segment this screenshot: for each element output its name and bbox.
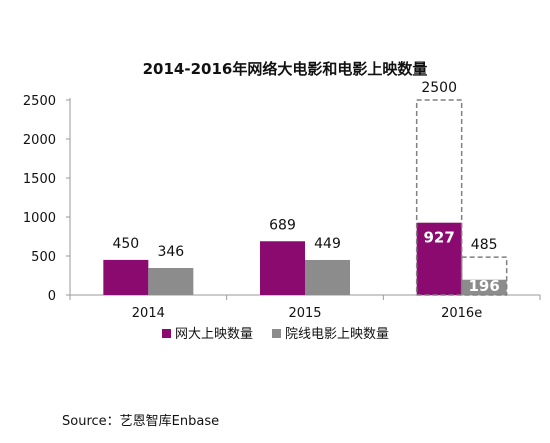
- bar: [260, 241, 305, 295]
- source-note: Source：艺恩智库Enbase: [62, 414, 220, 429]
- data-label: 346: [157, 244, 184, 260]
- legend-label: 院线电影上映数量: [285, 327, 389, 342]
- data-label: 196: [469, 277, 500, 295]
- projected-outline: [460, 256, 508, 296]
- y-tick-label: 500: [31, 250, 56, 265]
- bar: [416, 222, 462, 295]
- legend-swatch: [272, 329, 281, 338]
- x-tick-label: 2015: [288, 306, 321, 321]
- x-tick-label: 2016e: [441, 306, 482, 321]
- bar: [305, 259, 350, 295]
- y-tick-label: 2000: [23, 133, 56, 148]
- data-label: 449: [314, 236, 341, 252]
- y-tick-label: 2500: [23, 94, 56, 109]
- y-tick-label: 1000: [23, 211, 56, 226]
- legend-swatch: [162, 329, 171, 338]
- bar: [461, 279, 507, 295]
- projected-label: 2500: [421, 80, 457, 96]
- data-label: 689: [269, 217, 296, 233]
- data-label: 927: [424, 229, 455, 247]
- legend: 网大上映数量 院线电影上映数量: [162, 327, 389, 342]
- legend-label: 网大上映数量: [175, 327, 253, 342]
- y-tick-label: 1500: [23, 172, 56, 187]
- bar: [148, 268, 194, 295]
- bars: 450 689 927 346 449 196 2500 485: [103, 80, 508, 296]
- x-tick-label: 2014: [132, 306, 165, 321]
- data-label: 450: [112, 236, 139, 252]
- y-tick-label: 0: [48, 289, 56, 304]
- chart-title: 2014-2016年网络大电影和电影上映数量: [143, 60, 428, 78]
- projected-label: 485: [471, 237, 498, 253]
- bar: [103, 259, 149, 295]
